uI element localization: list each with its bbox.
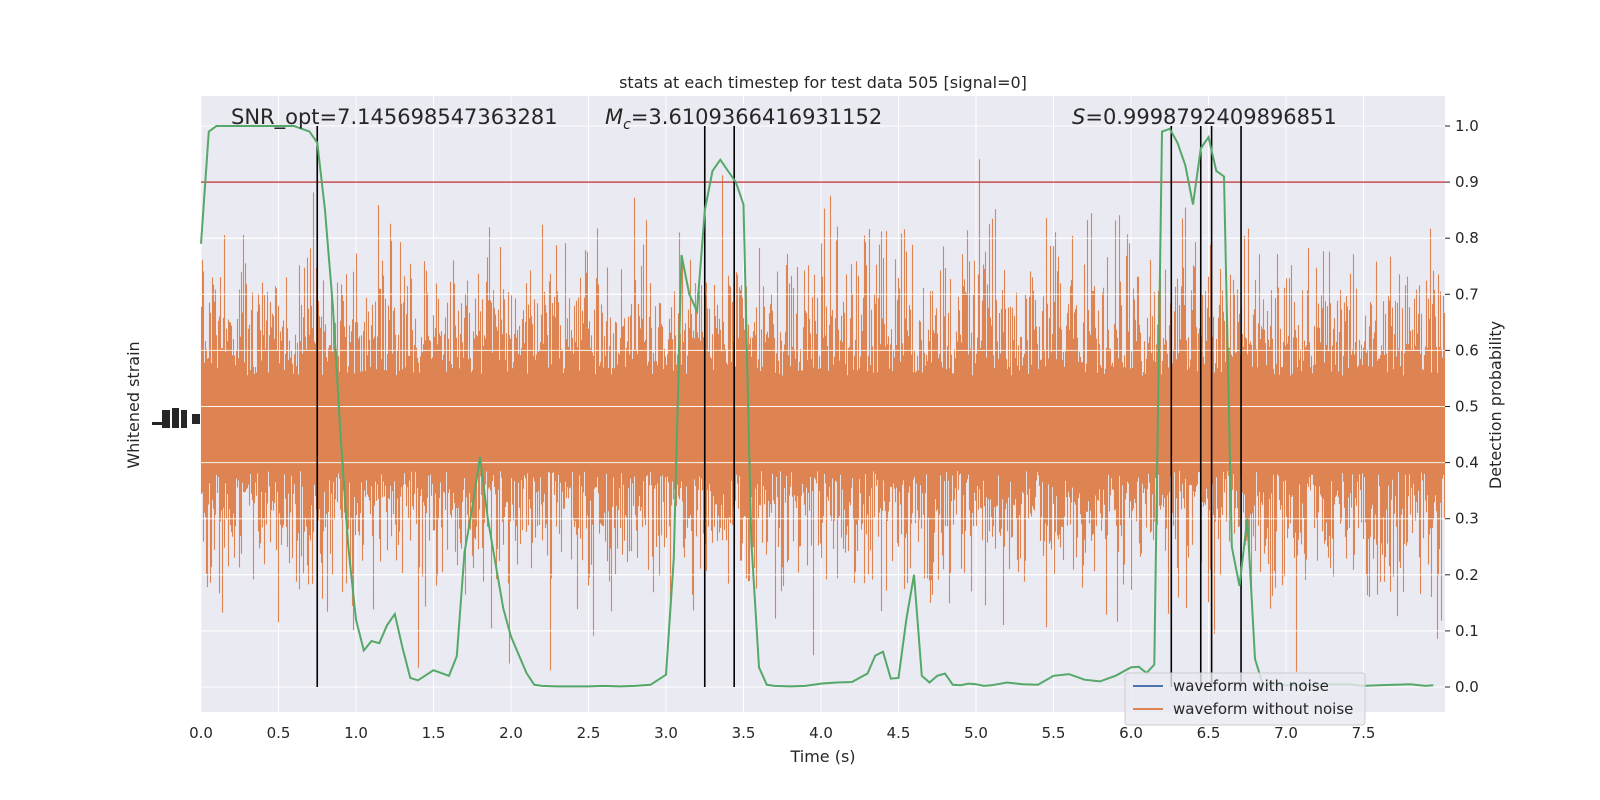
- snr-annotation: SNR_opt=7.145698547363281: [231, 105, 558, 130]
- x-tick-label: 0.0: [189, 724, 213, 742]
- x-tick-label: 1.5: [422, 724, 446, 742]
- x-tick-label: 3.0: [654, 724, 678, 742]
- x-tick-label: 6.0: [1119, 724, 1143, 742]
- s-symbol: S: [1072, 105, 1085, 129]
- x-tick-label: 1.0: [344, 724, 368, 742]
- right-tick-label: 0.3: [1455, 510, 1479, 528]
- x-axis-label: Time (s): [789, 747, 855, 766]
- left-tick-clutter: [152, 408, 200, 428]
- probability-series: [200, 125, 1434, 688]
- legend: waveform with noise waveform without noi…: [1124, 672, 1366, 726]
- left-axis-label: Whitened strain: [124, 341, 143, 468]
- x-tick-label: 2.5: [577, 724, 601, 742]
- mc-subscript: c: [623, 117, 631, 133]
- mc-annotation: Mc=3.6109366416931152: [605, 105, 882, 133]
- mc-symbol: M: [605, 105, 623, 129]
- right-tick-label: 0.7: [1455, 285, 1479, 303]
- x-tick-label: 4.5: [887, 724, 911, 742]
- axis-ticks: 0.0 0.5 1.0 1.5 2.0 2.5 3.0 3.5 4.0 4.5 5.0 5.5 6.0 6…: [189, 117, 1479, 742]
- x-tick-label: 7.5: [1352, 724, 1376, 742]
- x-tick-label: 7.0: [1274, 724, 1298, 742]
- mc-value: =3.6109366416931152: [631, 105, 882, 129]
- right-tick-label: 0.6: [1455, 341, 1479, 359]
- right-tick-label: 0.1: [1455, 622, 1479, 640]
- x-tick-label: 5.0: [964, 724, 988, 742]
- strain-core: [201, 375, 1445, 472]
- x-tick-label: 5.5: [1042, 724, 1066, 742]
- right-tick-label: 1.0: [1455, 117, 1479, 135]
- right-axis-label: Detection probability: [1486, 321, 1505, 489]
- right-tick-label: 0.8: [1455, 229, 1479, 247]
- legend-box: [1124, 672, 1366, 726]
- s-annotation: S=0.9998792409896851: [1072, 105, 1337, 129]
- chart-title: stats at each timestep for test data 505…: [619, 73, 1027, 92]
- s-value: =0.9998792409896851: [1085, 105, 1336, 129]
- right-tick-label: 0.5: [1455, 398, 1479, 416]
- x-tick-label: 2.0: [499, 724, 523, 742]
- legend-label-clean: waveform without noise: [1173, 700, 1353, 718]
- x-tick-label: 3.5: [732, 724, 756, 742]
- legend-label-noise: waveform with noise: [1173, 677, 1329, 695]
- right-tick-label: 0.2: [1455, 566, 1479, 584]
- right-tick-label: 0.0: [1455, 678, 1479, 696]
- x-tick-label: 6.5: [1197, 724, 1221, 742]
- probability-line: [200, 125, 1434, 688]
- x-tick-label: 0.5: [267, 724, 291, 742]
- right-tick-label: 0.9: [1455, 173, 1479, 191]
- right-tick-label: 0.4: [1455, 454, 1479, 472]
- x-tick-label: 4.0: [809, 724, 833, 742]
